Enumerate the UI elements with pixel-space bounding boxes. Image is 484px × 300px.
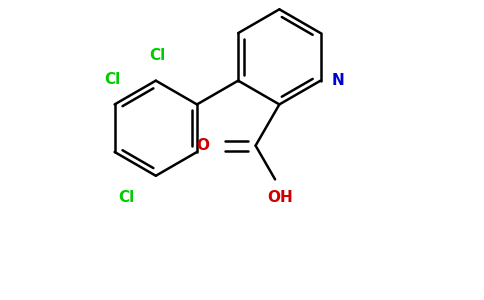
Text: N: N [332,73,345,88]
Text: Cl: Cl [118,190,134,205]
Text: Cl: Cl [150,48,166,63]
Text: O: O [196,138,209,153]
Text: OH: OH [267,190,293,205]
Text: Cl: Cl [105,72,121,87]
